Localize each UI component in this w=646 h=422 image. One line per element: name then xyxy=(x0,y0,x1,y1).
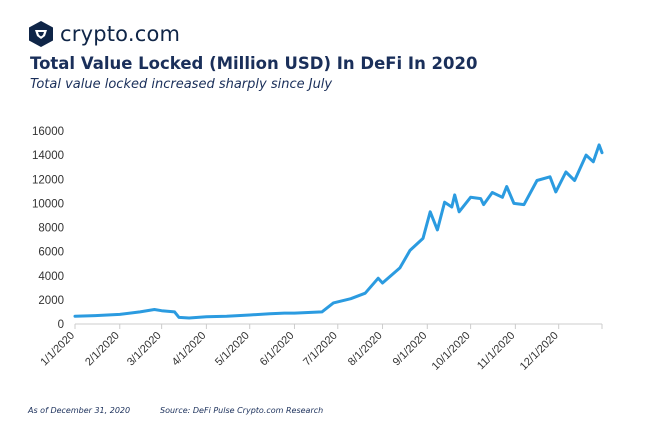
brand-logo: crypto.com xyxy=(28,20,180,48)
y-tick-label: 4000 xyxy=(38,271,64,283)
as-of-note: As of December 31, 2020 xyxy=(28,406,131,415)
tvl-series-line xyxy=(73,143,604,320)
x-tick-label: 5/1/2020 xyxy=(213,330,252,369)
x-tick-label: 8/1/2020 xyxy=(346,330,385,369)
source-note: Source: DeFi Pulse Crypto.com Research xyxy=(160,406,324,415)
x-tick-label: 6/1/2020 xyxy=(258,330,297,369)
y-tick-label: 10000 xyxy=(32,198,64,210)
y-tick-label: 14000 xyxy=(32,150,64,162)
y-tick-label: 12000 xyxy=(32,174,64,186)
chart-title: Total Value Locked (Million USD) In DeFi… xyxy=(30,54,478,73)
x-tick-label: 1/1/2020 xyxy=(38,330,77,369)
x-tick-label: 4/1/2020 xyxy=(170,330,209,369)
y-tick-label: 2000 xyxy=(38,295,64,307)
x-tick-label: 3/1/2020 xyxy=(125,330,164,369)
y-tick-label: 0 xyxy=(58,319,64,331)
y-tick-label: 16000 xyxy=(32,126,64,138)
chart-subtitle: Total value locked increased sharply sin… xyxy=(30,77,333,92)
y-tick-label: 6000 xyxy=(38,247,64,259)
y-tick-label: 8000 xyxy=(38,223,64,235)
x-tick-label: 9/1/2020 xyxy=(391,330,430,369)
brand-name: crypto.com xyxy=(60,22,181,46)
x-tick-label: 11/1/2020 xyxy=(475,330,518,373)
x-tick-label: 12/1/2020 xyxy=(518,330,561,373)
x-tick-label: 10/1/2020 xyxy=(430,330,473,373)
x-tick-label: 7/1/2020 xyxy=(301,330,340,369)
crypto-com-logo-icon xyxy=(29,21,53,47)
x-tick-label: 2/1/2020 xyxy=(83,330,122,369)
